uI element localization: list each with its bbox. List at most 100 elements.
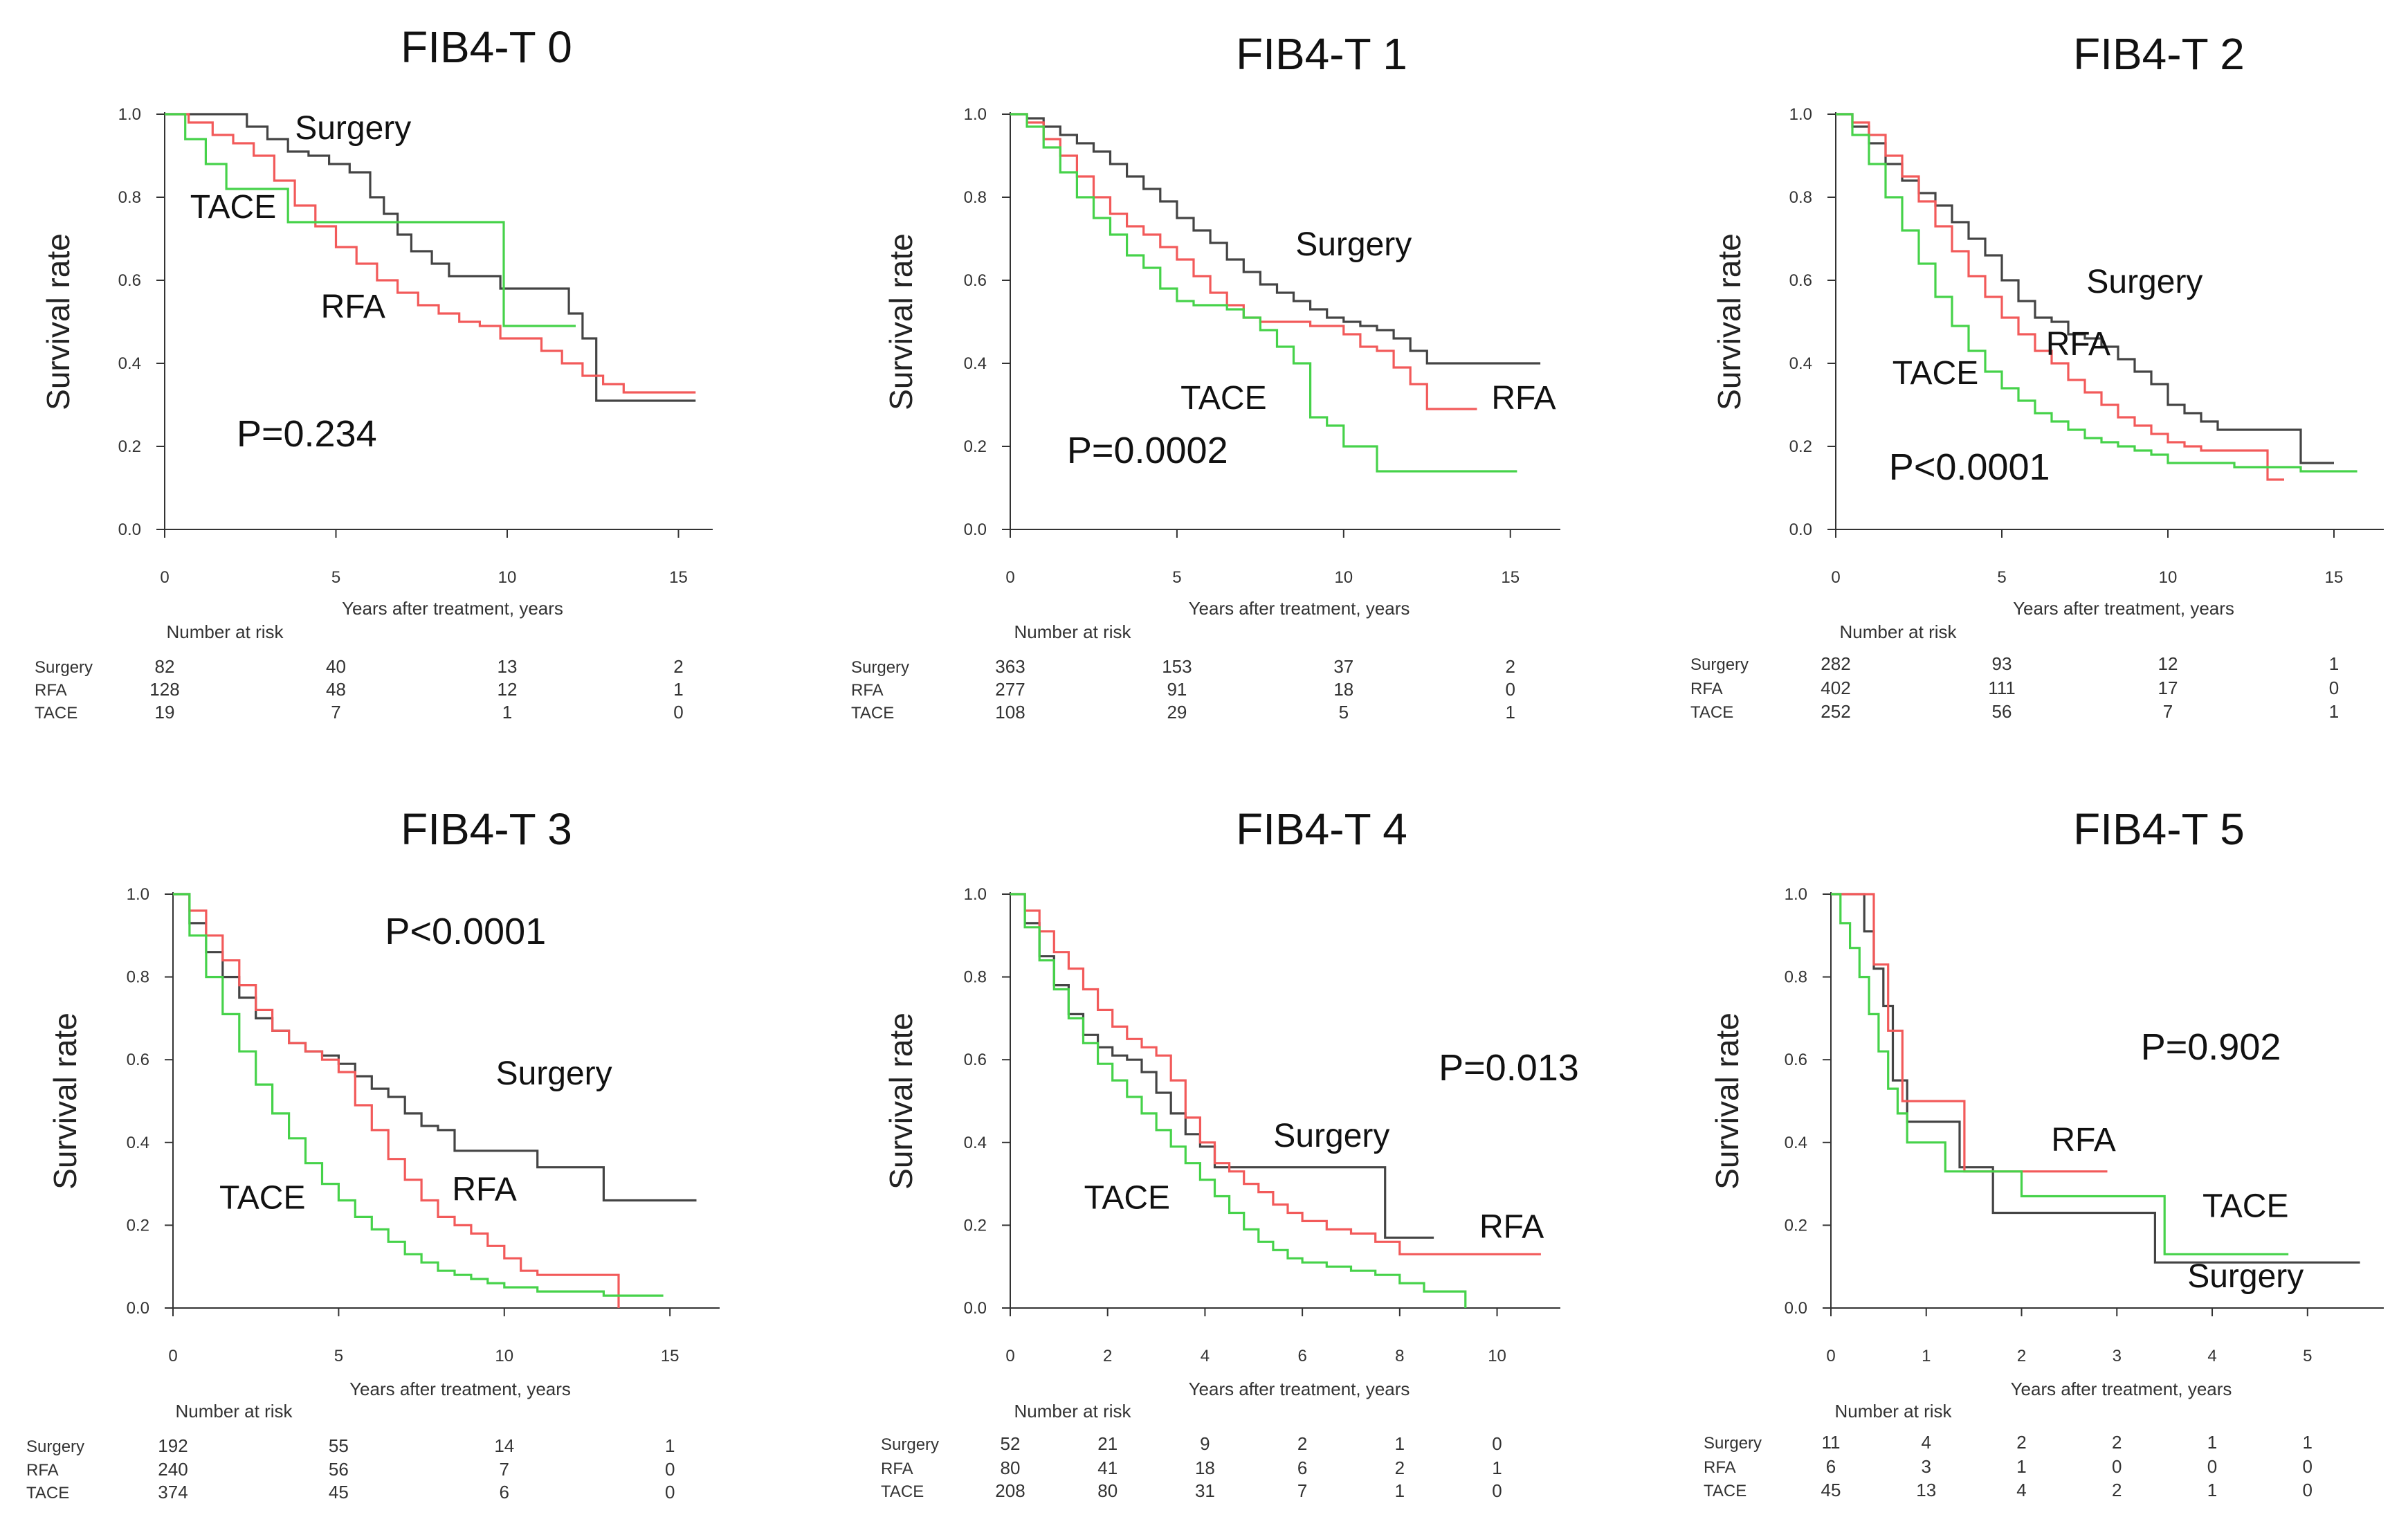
y-tick-label: 1.0: [118, 105, 141, 124]
x-tick-label: 5: [2303, 1347, 2312, 1365]
y-tick-label: 0.6: [964, 271, 987, 290]
risk-value: 14: [494, 1435, 514, 1456]
series-label-surgery: Surgery: [2187, 1258, 2304, 1295]
survival-curve-surgery: [1010, 893, 1434, 1239]
risk-value: 1: [2207, 1480, 2217, 1500]
risk-value: 0: [2207, 1456, 2217, 1477]
risk-value: 277: [995, 679, 1025, 700]
risk-value: 12: [498, 679, 518, 700]
risk-value: 1: [2329, 653, 2339, 674]
x-tick-label: 15: [669, 568, 688, 587]
x-axis-label: Years after treatment, years: [342, 598, 563, 619]
x-tick-label: 10: [1334, 568, 1353, 587]
series-label-rfa: RFA: [321, 289, 385, 325]
risk-value: 1: [2329, 701, 2339, 722]
risk-row-name-tace: TACE: [851, 704, 894, 723]
risk-value: 128: [149, 679, 179, 700]
risk-value: 0: [665, 1459, 675, 1480]
y-tick-label: 0.0: [1785, 1299, 1807, 1318]
p-value-label: P=0.0002: [1067, 430, 1228, 471]
risk-table-title: Number at risk: [1014, 621, 1131, 642]
chart-title: FIB4-T 0: [401, 22, 572, 72]
y-tick-label: 0.0: [1789, 520, 1812, 539]
x-tick-label: 15: [1501, 568, 1520, 587]
risk-value: 1: [2303, 1432, 2313, 1453]
risk-value: 252: [1821, 701, 1850, 722]
chart-title: FIB4-T 1: [1236, 29, 1407, 79]
x-tick-label: 5: [334, 1347, 343, 1365]
risk-table-title: Number at risk: [175, 1401, 293, 1422]
y-tick-label: 0.8: [1789, 188, 1812, 207]
y-tick-label: 0.8: [127, 968, 149, 987]
risk-table-title: Number at risk: [1834, 1401, 1952, 1422]
survival-curve-rfa: [165, 113, 696, 394]
risk-value: 93: [1992, 653, 2012, 674]
risk-value: 91: [1167, 679, 1187, 700]
y-tick-label: 0.2: [964, 437, 987, 456]
x-tick-label: 10: [2159, 568, 2178, 587]
x-axis-label: Years after treatment, years: [1189, 1379, 1410, 1399]
y-tick-label: 0.4: [1785, 1134, 1807, 1152]
y-tick-label: 0.0: [964, 1299, 987, 1318]
survival-curve-surgery: [1010, 113, 1541, 365]
risk-row-name-surgery: Surgery: [1690, 655, 1749, 674]
p-value-label: P=0.013: [1439, 1047, 1579, 1089]
series-label-tace: TACE: [1180, 380, 1266, 417]
risk-value: 111: [1988, 678, 2016, 698]
p-value-label: P=0.902: [2141, 1026, 2281, 1068]
x-axis-label: Years after treatment, years: [349, 1379, 571, 1399]
risk-value: 1: [1395, 1480, 1405, 1501]
y-tick-label: 0.6: [1785, 1051, 1807, 1069]
series-label-tace: TACE: [1084, 1179, 1170, 1216]
y-tick-label: 0.8: [964, 188, 987, 207]
risk-value: 52: [1001, 1433, 1021, 1454]
y-tick-label: 0.4: [118, 354, 141, 373]
risk-value: 48: [326, 679, 346, 700]
risk-value: 1: [2207, 1432, 2217, 1453]
p-value-label: P<0.0001: [385, 911, 546, 952]
x-tick-label: 10: [495, 1347, 513, 1365]
survival-curve-tace: [1010, 113, 1517, 473]
y-tick-label: 1.0: [1789, 105, 1812, 124]
series-label-tace: TACE: [2202, 1188, 2288, 1224]
y-axis-label: Survival rate: [40, 233, 76, 410]
risk-table: Number at risk Surgery 192 55 14 1 RFA 240 56 7 0 T…: [26, 1401, 675, 1502]
x-axis-label: Years after treatment, years: [1189, 598, 1410, 619]
risk-value: 12: [2158, 653, 2178, 674]
risk-value: 1: [673, 679, 683, 700]
series-label-tace: TACE: [190, 189, 276, 226]
risk-value: 2: [1297, 1433, 1307, 1454]
risk-value: 7: [500, 1459, 509, 1480]
chart-title: FIB4-T 5: [2073, 804, 2245, 854]
series-label-surgery: Surgery: [1273, 1118, 1389, 1154]
risk-value: 0: [2112, 1456, 2122, 1477]
risk-value: 9: [1200, 1433, 1210, 1454]
risk-row-name-surgery: Surgery: [35, 658, 93, 677]
risk-value: 0: [665, 1482, 675, 1502]
y-tick-label: 0.0: [964, 520, 987, 539]
risk-row-name-rfa: RFA: [881, 1460, 913, 1478]
risk-value: 282: [1821, 653, 1850, 674]
risk-row-name-tace: TACE: [881, 1482, 924, 1501]
risk-value: 108: [995, 702, 1025, 723]
series-label-tace: TACE: [1892, 355, 1978, 392]
risk-value: 192: [158, 1435, 188, 1456]
x-tick-label: 15: [661, 1347, 679, 1365]
chart-title: FIB4-T 4: [1236, 804, 1407, 854]
risk-value: 18: [1333, 679, 1353, 700]
series-label-surgery: Surgery: [2086, 264, 2202, 300]
x-tick-label: 4: [1201, 1347, 1210, 1365]
risk-value: 374: [158, 1482, 188, 1502]
risk-value: 1: [1492, 1457, 1502, 1478]
risk-value: 7: [1297, 1480, 1307, 1501]
risk-table-title: Number at risk: [1839, 621, 1957, 642]
risk-row-name-rfa: RFA: [1704, 1458, 1736, 1477]
y-tick-label: 0.6: [1789, 271, 1812, 290]
